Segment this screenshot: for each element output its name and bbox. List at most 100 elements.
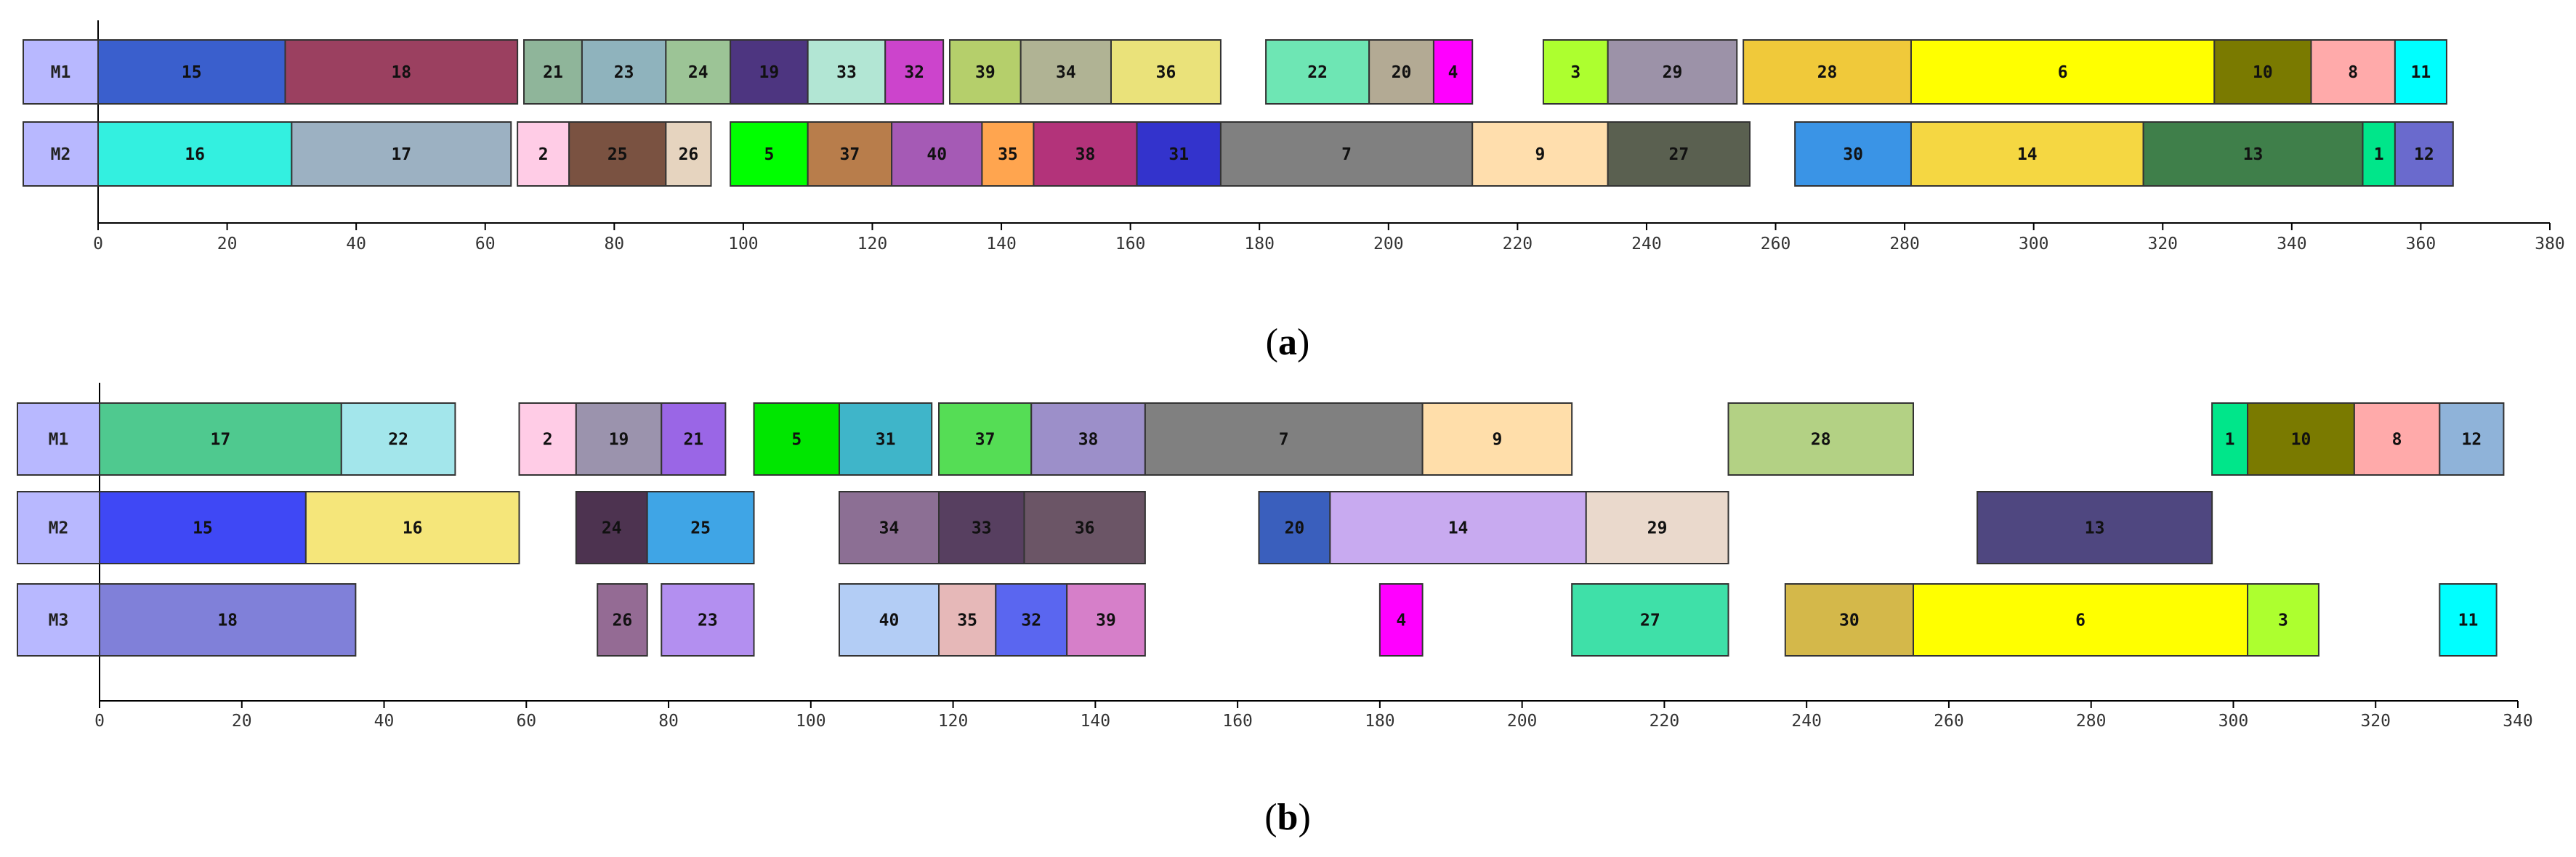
task-bar-17: 17: [291, 121, 512, 187]
task-bar-27: 27: [1571, 583, 1729, 657]
machine-row-m3: M3 18 26 23 40 35 32 39 4 27 30 6 3 11: [17, 583, 2498, 657]
task-bar-26: 26: [665, 121, 712, 187]
x-tick-label: 40: [374, 712, 395, 731]
task-label: 37: [975, 431, 996, 450]
task-bar-11: 11: [2439, 583, 2498, 657]
task-bar-2: 2: [518, 402, 577, 476]
x-tick-label: 320: [2147, 235, 2178, 253]
x-tick-label: 260: [1761, 235, 1791, 253]
task-bar-16: 16: [304, 491, 520, 564]
task-bar: [938, 583, 997, 657]
task-bar: [753, 402, 840, 476]
task-bar: [665, 39, 732, 105]
task-bar: [838, 583, 940, 657]
task-bar-39: 39: [949, 39, 1022, 105]
task-label: 33: [972, 519, 992, 538]
task-bar-36: 36: [1110, 39, 1222, 105]
task-label: 4: [1448, 63, 1458, 82]
task-label: 11: [2411, 63, 2431, 82]
task-bar-8: 8: [2353, 402, 2441, 476]
machine-label-box: [17, 491, 100, 564]
task-label: 22: [388, 431, 408, 450]
task-bar: [291, 121, 512, 187]
task-bar-18: 18: [99, 583, 357, 657]
machine-label: M2: [49, 519, 69, 538]
task-bar: [838, 402, 933, 476]
x-tick-label: 60: [516, 712, 536, 731]
task-bar: [1727, 402, 1914, 476]
task-label: 2: [543, 431, 553, 450]
x-tick-label: 160: [1222, 712, 1253, 731]
task-bar-30: 30: [1794, 121, 1912, 187]
task-label: 12: [2414, 145, 2434, 164]
task-label: 5: [791, 431, 802, 450]
task-bar-6: 6: [1910, 39, 2216, 105]
task-bar: [523, 39, 583, 105]
task-label: 35: [957, 612, 977, 630]
task-bar-23: 23: [661, 583, 755, 657]
task-bar-8: 8: [2310, 39, 2396, 105]
task-bar: [884, 39, 945, 105]
x-tick-label: 80: [658, 712, 679, 731]
task-bar-23: 23: [581, 39, 667, 105]
task-bar: [99, 583, 357, 657]
task-label: 36: [1075, 519, 1095, 538]
x-tick-label: 300: [2019, 235, 2049, 253]
gantt-chart-a: 0 20 40 60 80 100 120 140 160 180 200 220 240 260 280 3…: [23, 20, 2565, 253]
task-label: 27: [1640, 612, 1660, 630]
task-bar: [1585, 491, 1729, 564]
task-bar: [2142, 121, 2364, 187]
task-label: 25: [690, 519, 711, 538]
task-bar: [99, 402, 342, 476]
task-label: 10: [2253, 63, 2273, 82]
task-bar: [1144, 402, 1424, 476]
task-bar: [661, 402, 727, 476]
machine-row-m2: M2 16 17 2 25 26 5 37 40 35 38 31 7 9 27 30 14 13 1 12: [23, 121, 2454, 187]
task-bar-16: 16: [97, 121, 293, 187]
task-bar: [938, 402, 1033, 476]
task-bar-28: 28: [1727, 402, 1914, 476]
task-label: 26: [679, 145, 699, 164]
task-bar: [1743, 39, 1912, 105]
task-bar: [1136, 121, 1222, 187]
task-label: 15: [182, 63, 202, 82]
task-label: 23: [698, 612, 718, 630]
task-label: 32: [904, 63, 924, 82]
task-bar-39: 39: [1066, 583, 1146, 657]
task-bar: [661, 583, 755, 657]
task-bar: [518, 402, 577, 476]
task-bar: [730, 39, 809, 105]
task-label: 9: [1492, 431, 1502, 450]
x-tick-label: 120: [857, 235, 888, 253]
task-bar-38: 38: [1033, 121, 1138, 187]
task-bar-38: 38: [1030, 402, 1146, 476]
machine-row-m2: M2 15 16 24 25 34 33 36 20 14 29 13: [17, 491, 2213, 564]
x-tick-label: 60: [475, 235, 496, 253]
task-bar-20: 20: [1258, 491, 1331, 564]
x-tick-label: 0: [93, 235, 103, 253]
task-bar: [340, 402, 456, 476]
x-tick-label: 80: [604, 235, 624, 253]
task-bar-15: 15: [99, 491, 307, 564]
task-bar-19: 19: [730, 39, 809, 105]
task-bar-6: 6: [1913, 583, 2249, 657]
task-bar: [1368, 39, 1434, 105]
caption-a: (a): [1266, 322, 1310, 363]
task-bar: [995, 583, 1068, 657]
task-label: 32: [1021, 612, 1041, 630]
task-label: 8: [2392, 431, 2402, 450]
task-bar-24: 24: [575, 491, 648, 564]
x-tick-label: 200: [1373, 235, 1404, 253]
task-label: 14: [2017, 145, 2038, 164]
task-label: 14: [1448, 519, 1469, 538]
task-bar-1: 1: [2362, 121, 2396, 187]
x-tick-label: 380: [2535, 235, 2565, 253]
task-label: 21: [543, 63, 563, 82]
task-label: 3: [1570, 63, 1580, 82]
task-bar-5: 5: [730, 121, 809, 187]
task-bar: [1607, 39, 1738, 105]
task-bar-10: 10: [2213, 39, 2312, 105]
task-bar: [575, 491, 648, 564]
x-tick-label: 20: [217, 235, 238, 253]
task-bar-33: 33: [938, 491, 1025, 564]
